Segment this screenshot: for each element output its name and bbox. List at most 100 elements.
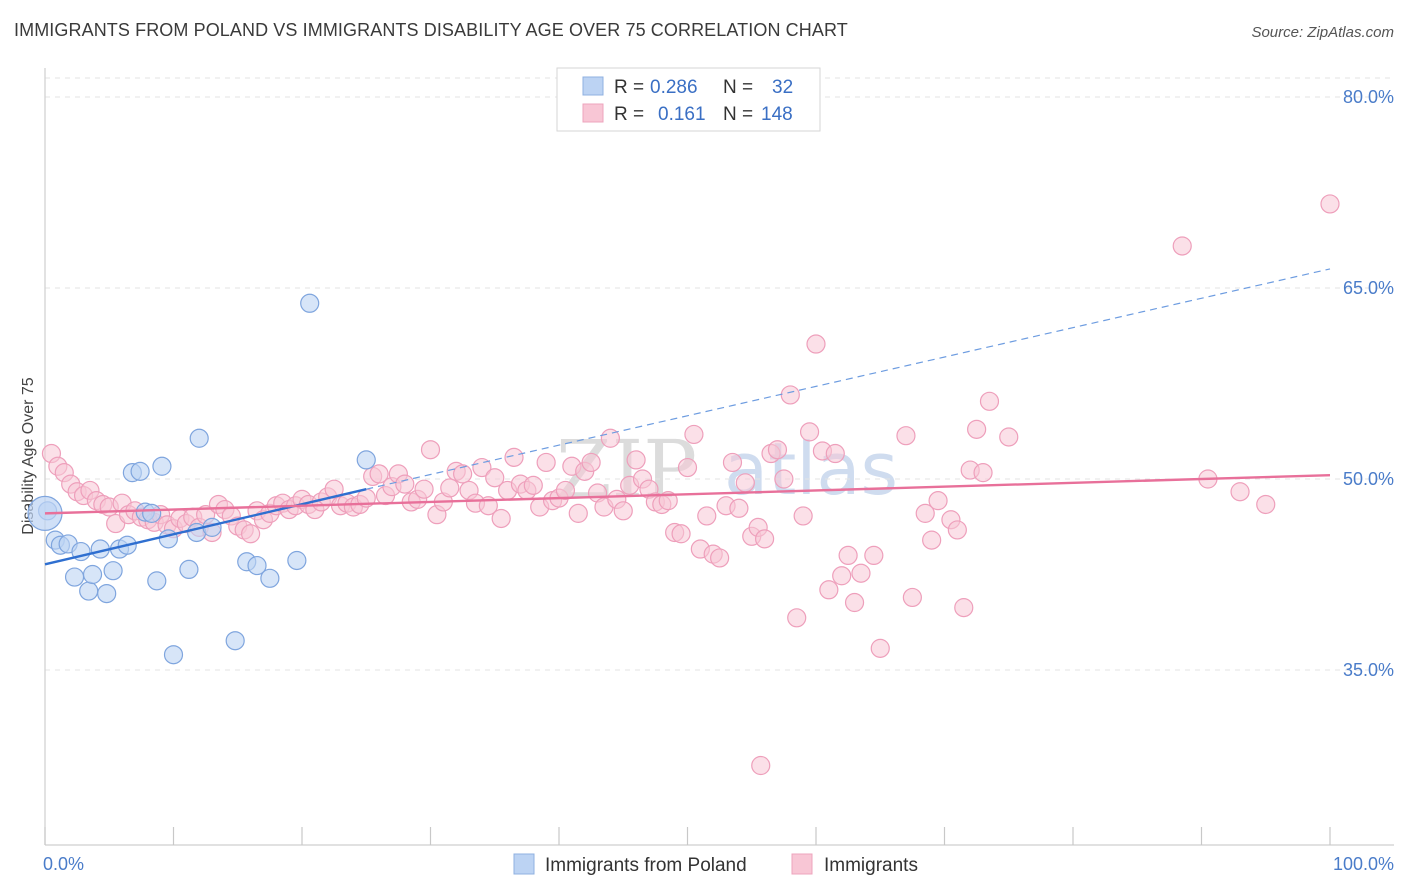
- data-point: [806, 334, 826, 354]
- data-point: [838, 545, 858, 566]
- data-point: [82, 564, 103, 585]
- data-point: [356, 450, 376, 470]
- data-point: [767, 440, 788, 460]
- data-point: [300, 293, 320, 313]
- data-point: [241, 524, 261, 544]
- bottom-legend-poland: Immigrants from Poland: [545, 855, 747, 876]
- data-point: [928, 491, 948, 511]
- legend-n-value-1: 32: [772, 77, 793, 98]
- data-point: [967, 419, 987, 439]
- data-point: [751, 755, 771, 776]
- series-poland-points: [27, 293, 376, 665]
- data-point: [225, 631, 245, 651]
- data-point: [142, 503, 162, 523]
- data-point: [1230, 482, 1250, 502]
- y-axis-label: Disability Age Over 75: [20, 377, 37, 535]
- data-point: [163, 645, 184, 665]
- trend-poland-dashed: [366, 268, 1331, 490]
- trend-poland: [44, 488, 367, 566]
- y-tick-label: 50.0%: [1343, 469, 1394, 489]
- data-point: [581, 452, 601, 473]
- x-ticks: [44, 827, 1331, 845]
- data-point: [1256, 494, 1276, 515]
- data-point: [395, 474, 415, 494]
- data-point: [844, 592, 865, 613]
- data-point: [152, 456, 172, 476]
- data-point: [79, 581, 99, 601]
- x-tick-min: 0.0%: [43, 854, 84, 874]
- data-point: [787, 608, 807, 628]
- y-tick-label: 65.0%: [1343, 278, 1394, 298]
- trend-immigrants: [44, 473, 1331, 515]
- data-point: [287, 550, 307, 571]
- series-immigrants-points: [41, 194, 1340, 776]
- data-point: [799, 422, 820, 442]
- data-point: [504, 447, 524, 467]
- data-point: [1320, 194, 1340, 214]
- data-point: [677, 457, 698, 478]
- data-point: [613, 501, 633, 521]
- legend-swatch-pink: [582, 103, 604, 123]
- data-point: [555, 480, 576, 501]
- data-point: [722, 452, 743, 473]
- gridlines: [45, 77, 1394, 671]
- data-point: [851, 563, 871, 583]
- data-point: [97, 583, 117, 604]
- data-point: [491, 508, 511, 529]
- y-tick-labels: 80.0% 65.0% 50.0% 35.0%: [1343, 87, 1394, 680]
- data-point: [979, 391, 1000, 411]
- data-point: [568, 503, 588, 523]
- legend-n-label-2: N =: [723, 104, 753, 125]
- data-point: [158, 529, 178, 549]
- legend-n-label-1: N =: [723, 77, 753, 98]
- chart-title: IMMIGRANTS FROM POLAND VS IMMIGRANTS DIS…: [14, 20, 848, 40]
- legend-r-value-2: 0.161: [658, 104, 706, 125]
- data-point: [103, 561, 123, 581]
- bottom-legend: Immigrants from Poland Immigrants: [513, 853, 918, 876]
- data-point: [130, 461, 150, 481]
- data-point: [536, 452, 556, 473]
- trend-lines: [44, 268, 1331, 566]
- data-point: [896, 426, 916, 446]
- data-point: [973, 463, 993, 483]
- bottom-legend-immigrants: Immigrants: [824, 855, 918, 876]
- data-point: [453, 464, 473, 484]
- legend-r-value-1: 0.286: [650, 77, 698, 98]
- data-point: [179, 559, 199, 580]
- data-point: [64, 567, 85, 587]
- data-point: [189, 428, 209, 448]
- data-point: [864, 545, 884, 566]
- source-label: Source: ZipAtlas.com: [1251, 24, 1394, 41]
- data-point: [440, 478, 460, 498]
- data-point: [825, 443, 845, 464]
- data-point: [626, 450, 646, 470]
- legend-n-value-2: 148: [761, 104, 793, 125]
- data-point: [870, 638, 890, 658]
- data-point: [247, 555, 267, 576]
- data-point: [922, 530, 942, 550]
- x-tick-max: 100.0%: [1333, 854, 1394, 874]
- data-point: [754, 529, 775, 549]
- data-point: [999, 427, 1019, 447]
- data-point: [954, 598, 974, 618]
- data-point: [710, 548, 730, 568]
- bottom-legend-swatch-immigrants: [791, 853, 813, 875]
- y-tick-label: 80.0%: [1343, 87, 1394, 107]
- data-point: [671, 524, 691, 544]
- data-point: [832, 566, 852, 586]
- data-point: [523, 475, 543, 495]
- data-point: [260, 568, 280, 588]
- legend-r-label-2: R =: [614, 104, 644, 125]
- bottom-legend-swatch-poland: [513, 853, 535, 875]
- data-point: [420, 440, 441, 460]
- data-point: [147, 571, 167, 591]
- legend-swatch-blue: [582, 76, 604, 96]
- data-point: [729, 498, 749, 518]
- data-point: [735, 473, 755, 493]
- data-point: [819, 580, 839, 600]
- data-point: [793, 506, 813, 526]
- data-point: [472, 457, 492, 478]
- data-point: [780, 385, 800, 405]
- data-point: [697, 506, 717, 526]
